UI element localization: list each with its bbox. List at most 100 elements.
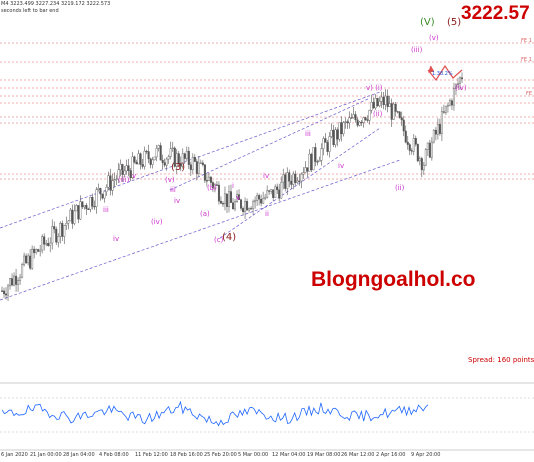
candle-body	[288, 172, 291, 182]
candle-body	[221, 203, 224, 205]
candle-body	[338, 122, 341, 140]
candle-body	[392, 103, 395, 120]
candle-body	[410, 150, 413, 152]
candle-body	[157, 145, 160, 149]
candle-body	[159, 145, 162, 161]
candle-body	[450, 100, 453, 106]
wave-label-ii: ii	[265, 210, 269, 218]
candle-body	[15, 275, 18, 285]
oscillator-line	[1, 400, 429, 427]
candle-body	[169, 148, 172, 157]
candle-body	[446, 104, 449, 107]
candle-body	[179, 163, 182, 167]
candle-body	[250, 208, 253, 210]
candle-body	[87, 208, 90, 210]
x-label-5: 18 Feb 16:00	[170, 452, 203, 458]
candle-body	[79, 201, 82, 220]
candle-body	[3, 290, 6, 295]
candle-body	[314, 147, 317, 162]
candle-body	[352, 114, 355, 118]
candle-body	[404, 130, 407, 143]
candle-body	[203, 164, 206, 181]
candle-body	[141, 164, 144, 167]
candle-body	[155, 148, 158, 158]
candle-body	[324, 138, 327, 143]
candle-body	[73, 210, 76, 224]
candle-body	[278, 189, 281, 199]
level-tag-3: FE	[526, 91, 532, 97]
candle-body	[63, 225, 66, 237]
wave-label-v-top: (v)	[429, 34, 439, 42]
wave-label-v-c: v	[236, 194, 240, 202]
candle-body	[362, 117, 365, 123]
candle-body	[374, 97, 377, 109]
candle-body	[39, 249, 42, 252]
candle-body	[93, 206, 96, 208]
candle-body	[264, 196, 267, 199]
candle-body	[384, 95, 387, 106]
candle-body	[91, 197, 94, 207]
x-label-3: 4 Feb 08:00	[99, 452, 129, 458]
candle-body	[31, 248, 34, 269]
candle-body	[330, 129, 333, 137]
candle-body	[430, 141, 433, 158]
candle-body	[350, 117, 353, 119]
candle-body	[201, 162, 204, 165]
candle-body	[242, 208, 245, 212]
candle-body	[161, 159, 164, 163]
candle-body	[298, 180, 301, 182]
candle-body	[17, 280, 20, 285]
candle-body	[358, 121, 361, 126]
candle-body	[11, 278, 14, 286]
ohlc-header: M4 3223.499 3227.234 3219.172 3222.573	[1, 1, 111, 7]
candle-body	[320, 148, 323, 161]
candle-body	[364, 117, 367, 120]
wave-label-4: (4)	[222, 232, 236, 243]
candle-body	[185, 150, 188, 159]
candle-body	[282, 174, 285, 183]
candle-body	[254, 200, 257, 203]
candle-body	[215, 184, 218, 186]
x-label-0: 6 Jan 2020	[1, 452, 28, 458]
level-tag-2: FE 1	[521, 57, 532, 63]
candle-body	[434, 130, 437, 135]
candles	[1, 72, 464, 302]
candle-body	[432, 130, 435, 143]
candle-body	[75, 205, 78, 212]
wave-label-iv-top: (iv)	[455, 84, 467, 92]
candle-body	[412, 138, 415, 152]
candle-body	[101, 193, 104, 199]
candle-body	[280, 181, 283, 199]
x-label-7: 5 Mar 00:00	[238, 452, 269, 458]
candle-body	[105, 186, 108, 192]
candle-body	[236, 194, 239, 202]
candle-body	[396, 111, 399, 113]
candle-body	[284, 174, 287, 189]
candle-body	[95, 189, 98, 207]
candle-body	[7, 285, 10, 296]
candle-body	[292, 173, 295, 185]
candle-body	[125, 165, 128, 172]
candle-body	[252, 201, 255, 209]
candle-body	[262, 198, 265, 204]
candle-body	[217, 184, 220, 202]
candle-body	[115, 178, 118, 180]
candle-body	[240, 199, 243, 209]
wave-label-iii-c: iii	[305, 130, 311, 138]
x-label-6: 25 Feb 20:00	[204, 452, 237, 458]
candle-body	[207, 176, 210, 181]
candle-body	[229, 191, 232, 203]
candle-body	[13, 275, 16, 286]
candle-body	[195, 161, 198, 174]
candle-body	[426, 142, 429, 150]
candle-body	[436, 124, 439, 135]
candle-body	[135, 161, 138, 165]
candle-body	[77, 205, 80, 220]
x-label-12: 9 Apr 20:00	[411, 452, 441, 458]
candle-body	[346, 121, 349, 124]
candle-body	[448, 100, 451, 106]
candle-body	[248, 208, 251, 211]
watermark: Blogngoalhol.co	[311, 268, 476, 291]
candle-body	[59, 223, 62, 237]
